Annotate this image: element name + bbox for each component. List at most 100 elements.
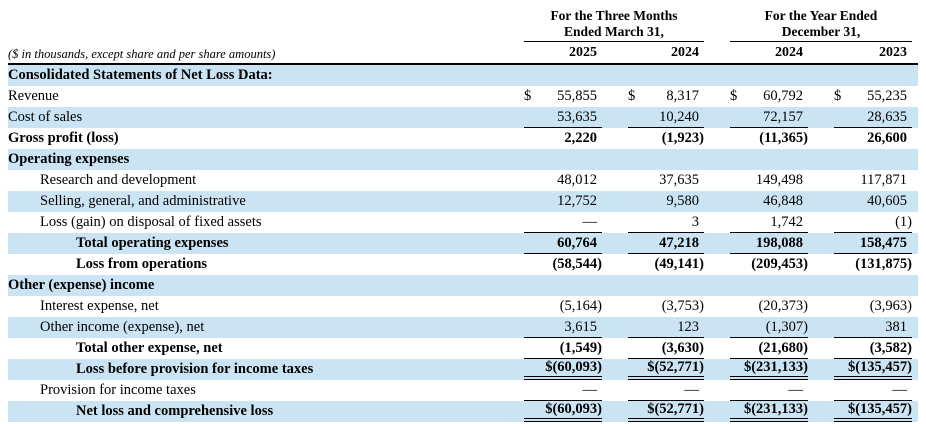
row-label: Interest expense, net [40,298,159,314]
cell-number: (1,923) [661,130,704,146]
cell-number: 26,600 [867,130,907,146]
table-row: Net loss and comprehensive loss $(60,093… [8,401,918,422]
cell-value: $55,855 [524,86,602,107]
table-row: Loss from operations (58,544) (49,141) (… [8,254,918,275]
cell-number: 55,235 [867,88,907,104]
table-row: Provision for income taxes — — — — [8,380,918,401]
cell-number: (1) [895,213,912,230]
cell-value: — [524,380,602,401]
cell-value [524,275,602,296]
table-body: Consolidated Statements of Net Loss Data… [8,65,918,422]
cell-number: 28,635 [867,108,907,125]
cell-number: 12,752 [557,193,597,209]
row-label: Other (expense) income [8,277,155,293]
cell-value: 40,605 [834,191,912,212]
cell-value [628,149,704,170]
column-group-three-months: For the Three Months Ended March 31, [524,8,704,42]
cell-value: 123 [628,317,704,338]
cell-number: $(135,457) [847,401,912,417]
cell-number: 1,742 [770,213,803,230]
cell-value: 3 [628,212,704,233]
cell-value [730,275,808,296]
cell-value: 47,218 [628,233,704,254]
cell-value: $(135,457) [834,359,912,380]
year-column-header: 2023 [879,45,907,60]
cell-number: $(135,457) [847,359,912,375]
cell-number: (3,753) [661,298,704,314]
cell-number: 72,157 [763,108,803,125]
column-group-year-ended: For the Year Ended December 31, [730,8,912,42]
cell-value: 48,012 [524,170,602,191]
cell-number: — [684,381,700,398]
cell-value [524,149,602,170]
table-row: Total other expense, net (1,549) (3,630)… [8,338,918,359]
cell-value [834,275,912,296]
row-label: Total other expense, net [76,340,223,356]
cell-value: 198,088 [730,233,808,254]
cell-value: $(231,133) [730,359,808,380]
cell-number: 117,871 [860,172,907,188]
cell-number: $(231,133) [743,401,808,417]
table-header: For the Three Months Ended March 31, For… [8,8,918,65]
cell-number: — [582,381,598,398]
cell-value: 12,752 [524,191,602,212]
cell-number: 2,220 [564,130,597,146]
dollar-sign: $ [628,88,636,104]
cell-number: 53,635 [557,108,597,125]
cell-number: (131,875) [855,256,912,272]
cell-value [834,65,912,86]
year-column-header: 2024 [775,45,803,60]
table-row: Loss (gain) on disposal of fixed assets … [8,212,918,233]
table-row: Revenue $55,855 $8,317 $60,792 $55,235 [8,86,918,107]
cell-value [524,65,602,86]
cell-value: $(60,093) [524,401,602,422]
table-row: Other (expense) income [8,275,918,296]
cell-number: (21,680) [758,339,808,356]
cell-value: 9,580 [628,191,704,212]
year-column-header: 2025 [569,45,597,60]
column-group-line1: For the Three Months [550,8,678,23]
cell-number: 9,580 [666,193,699,209]
cell-value: (1,307) [730,317,808,338]
cell-number: $(231,133) [743,359,808,375]
row-label: Revenue [8,88,59,104]
cell-number: $(52,771) [647,359,704,375]
cell-number: — [788,381,804,398]
cell-value: 117,871 [834,170,912,191]
year-column-header: 2024 [671,45,699,60]
cell-value: (3,963) [834,296,912,317]
cell-number: 149,498 [755,172,803,188]
cell-number: 123 [677,318,699,335]
dollar-sign: $ [730,88,738,104]
row-label: Operating expenses [8,151,130,167]
row-label: Provision for income taxes [40,382,196,398]
row-label: Total operating expenses [76,235,229,251]
table-row: Consolidated Statements of Net Loss Data… [8,65,918,86]
cell-value: (5,164) [524,296,602,317]
cell-number: 46,848 [763,193,803,209]
cell-value: (11,365) [730,128,808,149]
cell-value [628,65,704,86]
cell-value: (3,630) [628,338,704,359]
cell-value: 10,240 [628,107,704,128]
cell-value: $(135,457) [834,401,912,422]
cell-value: 149,498 [730,170,808,191]
cell-number: (3,630) [661,339,704,356]
cell-value: 46,848 [730,191,808,212]
cell-number: 198,088 [755,234,803,251]
cell-value: — [628,380,704,401]
cell-value: (20,373) [730,296,808,317]
dollar-sign: $ [834,88,842,104]
table-row: Interest expense, net (5,164) (3,753) (2… [8,296,918,317]
row-label: Net loss and comprehensive loss [76,403,274,419]
table-row: Loss before provision for income taxes $… [8,359,918,380]
table-row: Other income (expense), net 3,615 123 (1… [8,317,918,338]
cell-value: $(52,771) [628,359,704,380]
column-group-line1: For the Year Ended [764,8,878,23]
cell-value: $8,317 [628,86,704,107]
cell-value: (1,923) [628,128,704,149]
column-group-line2: Ended March 31, [524,24,704,42]
cell-number: (49,141) [654,256,704,272]
cell-number: (3,963) [869,298,912,314]
